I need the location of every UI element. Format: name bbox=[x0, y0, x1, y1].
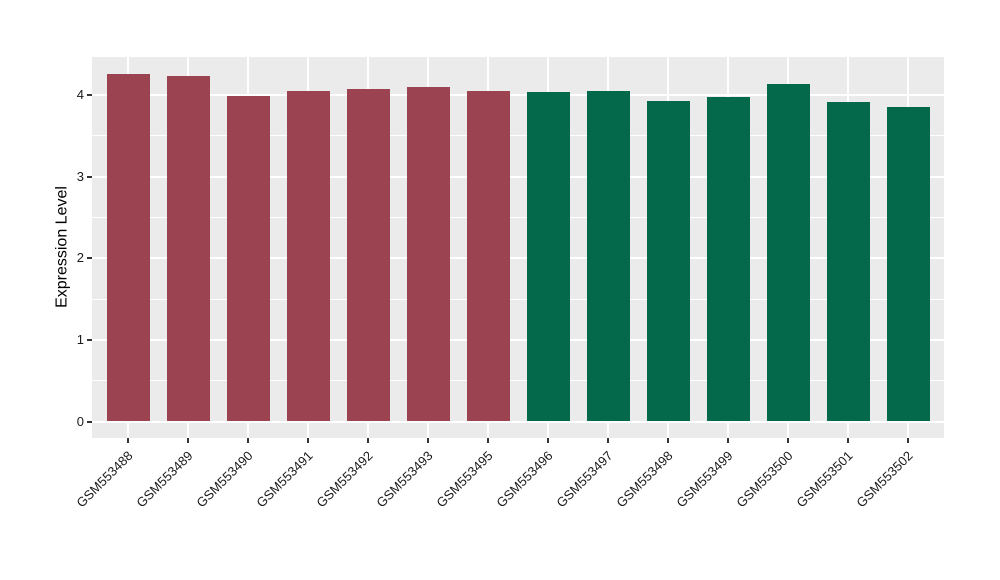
bar bbox=[706, 96, 750, 422]
h-gridline-minor bbox=[92, 298, 944, 300]
h-gridline-major bbox=[92, 420, 944, 423]
x-tick-label: GSM553501 bbox=[793, 448, 856, 511]
bar bbox=[466, 91, 510, 422]
h-gridline-major bbox=[92, 175, 944, 178]
x-tick-mark bbox=[667, 438, 669, 443]
x-tick-label: GSM553497 bbox=[553, 448, 616, 511]
bar bbox=[886, 107, 930, 422]
x-tick-mark bbox=[367, 438, 369, 443]
y-tick-mark bbox=[87, 175, 92, 178]
y-tick-mark bbox=[87, 94, 92, 97]
plot-panel bbox=[92, 57, 944, 438]
x-tick-label: GSM553493 bbox=[373, 448, 436, 511]
bar bbox=[526, 91, 570, 422]
x-tick-label: GSM553498 bbox=[613, 448, 676, 511]
x-tick-label: GSM553499 bbox=[673, 448, 736, 511]
x-tick-label: GSM553502 bbox=[853, 448, 916, 511]
h-gridline-minor bbox=[92, 217, 944, 218]
bars-layer bbox=[92, 57, 944, 438]
x-tick-label: GSM553492 bbox=[313, 448, 376, 511]
bar bbox=[406, 86, 450, 422]
y-tick-label: 4 bbox=[76, 87, 84, 103]
x-tick-mark bbox=[847, 438, 849, 443]
y-tick-mark bbox=[87, 420, 92, 423]
x-tick-mark bbox=[547, 438, 549, 443]
x-tick-label: GSM553490 bbox=[193, 448, 256, 511]
y-tick-label: 2 bbox=[76, 250, 84, 266]
x-tick-mark bbox=[907, 438, 909, 443]
x-tick-mark bbox=[127, 438, 129, 443]
x-tick-label: GSM553488 bbox=[73, 448, 136, 511]
h-gridline-minor bbox=[92, 135, 944, 137]
x-tick-mark bbox=[307, 438, 309, 443]
x-tick-mark bbox=[187, 438, 189, 443]
bar bbox=[826, 101, 870, 422]
y-tick-label: 3 bbox=[76, 168, 84, 184]
bar bbox=[166, 76, 210, 422]
x-tick-label: GSM553495 bbox=[433, 448, 496, 511]
bar bbox=[646, 100, 690, 422]
y-tick-label: 0 bbox=[76, 413, 84, 429]
x-tick-label: GSM553489 bbox=[133, 448, 196, 511]
x-tick-label: GSM553491 bbox=[253, 448, 316, 511]
h-gridline-major bbox=[92, 338, 944, 341]
y-tick-mark bbox=[87, 257, 92, 260]
x-tick-label: GSM553496 bbox=[493, 448, 556, 511]
x-tick-mark bbox=[607, 438, 609, 443]
bar bbox=[226, 95, 270, 422]
h-gridline-minor bbox=[92, 380, 944, 382]
x-tick-mark bbox=[727, 438, 729, 443]
x-tick-mark bbox=[427, 438, 429, 443]
x-tick-mark bbox=[487, 438, 489, 443]
h-gridline-major bbox=[92, 94, 944, 97]
bar bbox=[286, 91, 330, 422]
x-tick-mark bbox=[787, 438, 789, 443]
h-gridline-major bbox=[92, 257, 944, 260]
bar bbox=[106, 73, 150, 422]
y-tick-label: 1 bbox=[76, 331, 84, 347]
y-tick-mark bbox=[87, 338, 92, 341]
bar bbox=[766, 83, 810, 422]
x-tick-label: GSM553500 bbox=[733, 448, 796, 511]
bar bbox=[346, 89, 390, 422]
bar bbox=[586, 91, 630, 422]
x-tick-mark bbox=[247, 438, 249, 443]
